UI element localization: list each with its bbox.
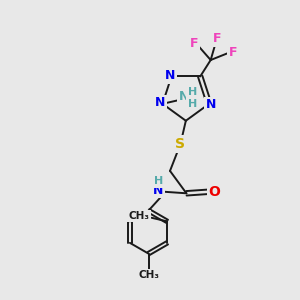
Text: CH₃: CH₃ bbox=[128, 211, 149, 221]
Text: H: H bbox=[188, 87, 197, 97]
Text: F: F bbox=[229, 46, 237, 59]
Text: N: N bbox=[179, 90, 189, 104]
Text: F: F bbox=[190, 37, 199, 50]
Text: N: N bbox=[165, 69, 175, 82]
Text: O: O bbox=[208, 185, 220, 199]
Text: N: N bbox=[206, 98, 216, 111]
Text: H: H bbox=[154, 176, 163, 186]
Text: F: F bbox=[213, 32, 222, 45]
Text: S: S bbox=[176, 137, 185, 151]
Text: H: H bbox=[188, 99, 197, 109]
Text: CH₃: CH₃ bbox=[138, 270, 159, 280]
Text: N: N bbox=[155, 96, 165, 110]
Text: N: N bbox=[153, 184, 164, 197]
